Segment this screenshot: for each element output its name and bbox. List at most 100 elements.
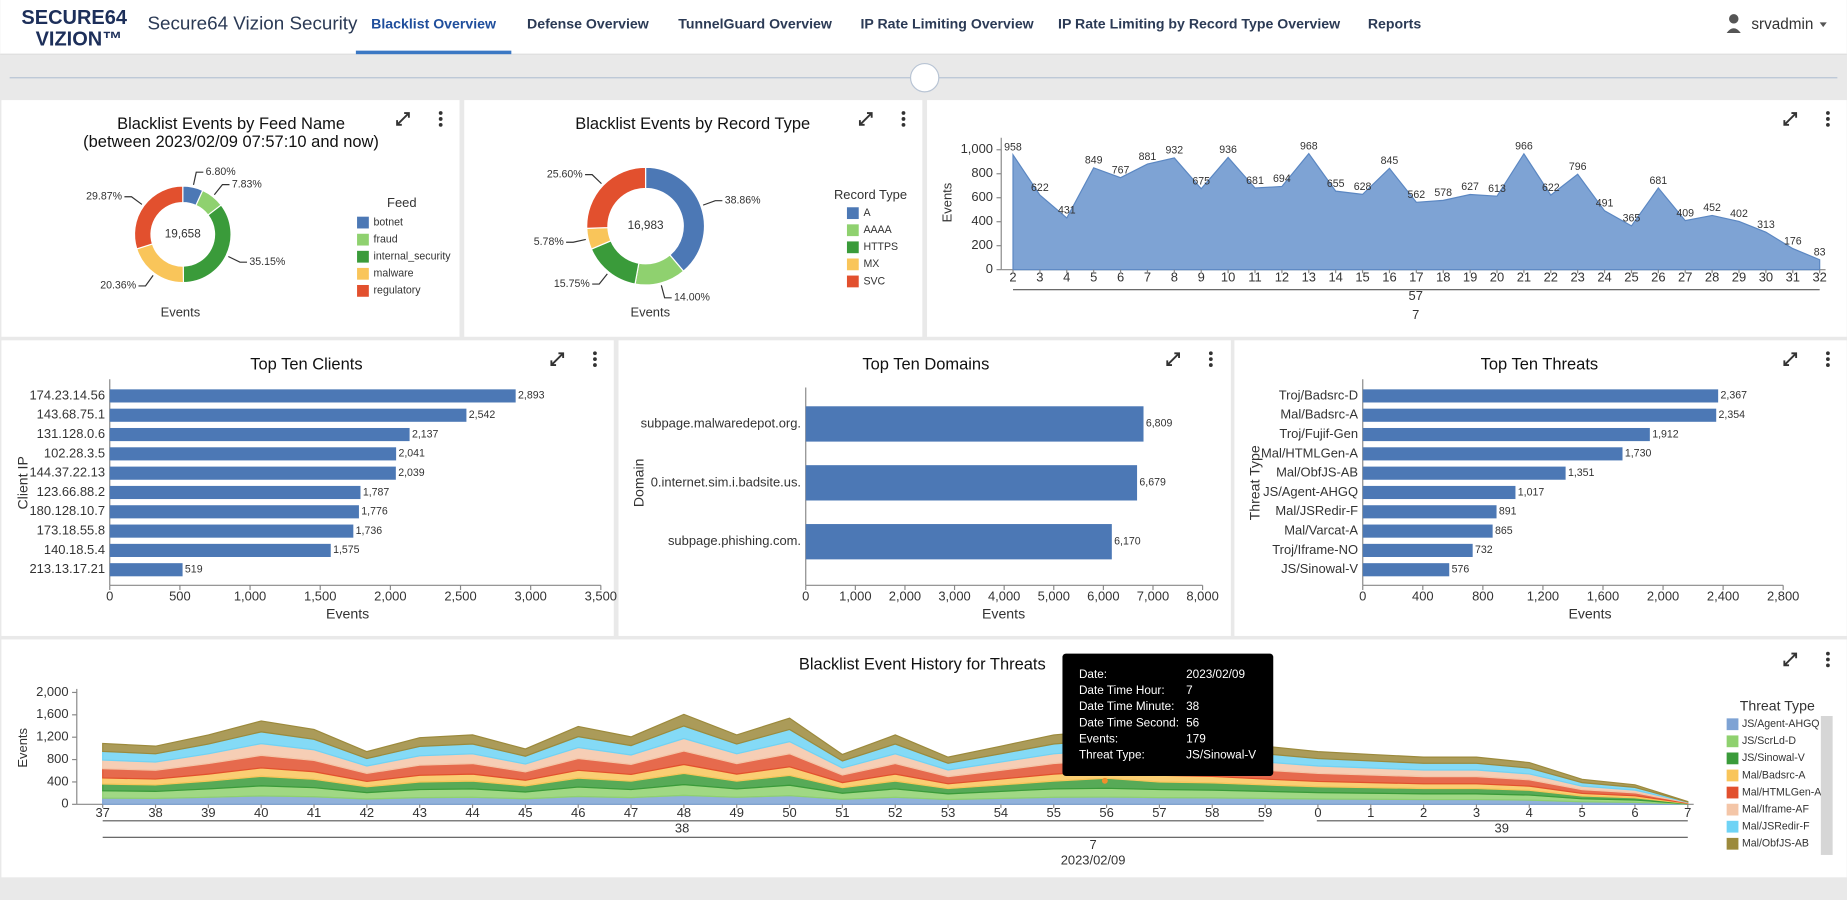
legend-swatch: [1726, 735, 1739, 748]
bar[interactable]: [805, 524, 1112, 560]
y-tick-label: Troj/Badsrc-D: [1279, 387, 1358, 402]
bar[interactable]: [1362, 408, 1717, 422]
bar[interactable]: [109, 447, 397, 461]
value-label: 968: [1300, 140, 1318, 152]
menu-dot[interactable]: [1826, 111, 1830, 115]
expand-button[interactable]: [1166, 352, 1180, 367]
bar[interactable]: [1362, 563, 1450, 577]
menu-dot[interactable]: [1826, 651, 1830, 656]
legend-title: Feed: [387, 195, 417, 210]
legend-label[interactable]: malware: [374, 268, 414, 280]
menu-dot[interactable]: [1208, 357, 1213, 362]
nav-tab[interactable]: Reports: [1368, 15, 1422, 31]
menu-dot[interactable]: [1826, 122, 1830, 127]
app-title: Secure64 Vizion Security: [147, 13, 358, 34]
menu-dot[interactable]: [1826, 657, 1830, 662]
legend-label[interactable]: botnet: [374, 216, 403, 228]
legend-label[interactable]: Mal/ObfJS-AB: [1742, 838, 1809, 850]
expand-button[interactable]: [1783, 352, 1798, 367]
nav-tab[interactable]: Defense Overview: [527, 15, 650, 31]
bar[interactable]: [805, 406, 1144, 442]
menu-dot[interactable]: [1826, 663, 1830, 668]
stacked-area[interactable]: [102, 713, 1689, 803]
scrollbar[interactable]: [1820, 716, 1833, 855]
legend-label[interactable]: Mal/HTMLGen-A: [1742, 786, 1822, 798]
expand-button[interactable]: [396, 112, 410, 126]
bar[interactable]: [109, 408, 467, 422]
menu-dot[interactable]: [901, 117, 906, 121]
legend-swatch: [846, 275, 859, 288]
legend-label[interactable]: MX: [863, 258, 879, 270]
bar[interactable]: [1362, 485, 1516, 500]
y-tick-label: Mal/JSRedir-F: [1275, 503, 1358, 518]
bar[interactable]: [109, 485, 361, 500]
legend-label[interactable]: regulatory: [374, 285, 422, 297]
logo: VIZION™: [36, 28, 123, 50]
menu-dot[interactable]: [593, 363, 597, 367]
bar[interactable]: [1362, 389, 1719, 403]
x-tick-label: 22: [1544, 269, 1558, 284]
center-label: 16,983: [628, 219, 664, 232]
bar[interactable]: [1362, 447, 1623, 461]
menu-dot[interactable]: [438, 111, 443, 115]
menu-dot[interactable]: [901, 122, 906, 127]
legend-label[interactable]: AAAA: [863, 224, 892, 236]
chart-title: Blacklist Events by Feed Name: [117, 115, 345, 133]
x-tick-label: 54: [994, 805, 1008, 820]
value-label: 1,912: [1652, 428, 1679, 440]
menu-dot[interactable]: [593, 351, 597, 356]
menu-dot[interactable]: [593, 357, 597, 362]
bar[interactable]: [1362, 543, 1473, 557]
legend-label[interactable]: A: [863, 207, 871, 219]
x-group-label: 38: [675, 820, 689, 835]
menu-dot[interactable]: [438, 122, 443, 127]
menu-dot[interactable]: [1826, 363, 1830, 367]
y-tick-label: subpage.phishing.com.: [668, 533, 801, 548]
menu-dot[interactable]: [1826, 117, 1830, 121]
menu-dot[interactable]: [1826, 351, 1830, 356]
nav-tab[interactable]: TunnelGuard Overview: [678, 15, 833, 31]
bar[interactable]: [1362, 524, 1493, 538]
expand-button[interactable]: [1783, 652, 1798, 667]
bar[interactable]: [109, 505, 359, 519]
menu-dot[interactable]: [1208, 363, 1213, 367]
nav-tab[interactable]: IP Rate Limiting by Record Type Overview: [1058, 15, 1341, 31]
legend-label[interactable]: JS/ScrLd-D: [1742, 735, 1796, 747]
bar[interactable]: [1362, 505, 1497, 519]
legend-label[interactable]: SVC: [863, 275, 885, 287]
legend-label[interactable]: JS/Agent-AHGQ: [1742, 718, 1820, 730]
bar[interactable]: [109, 427, 410, 442]
legend-label[interactable]: Mal/Iframe-AF: [1742, 803, 1810, 815]
bar[interactable]: [109, 563, 183, 577]
menu-dot[interactable]: [1208, 351, 1213, 356]
bar[interactable]: [109, 543, 331, 557]
legend-swatch: [1726, 786, 1739, 799]
nav-tab[interactable]: Blacklist Overview: [371, 15, 497, 31]
x-tick-label: 16: [1382, 269, 1396, 284]
slider-handle[interactable]: [909, 63, 940, 93]
value-label: 2,041: [398, 448, 425, 460]
expand-button[interactable]: [858, 112, 873, 126]
legend-label[interactable]: Mal/Badsrc-A: [1742, 769, 1806, 781]
legend-label[interactable]: fraud: [374, 233, 398, 245]
user-menu[interactable]: srvadmin: [1751, 16, 1813, 33]
legend-label[interactable]: JS/Sinowal-V: [1742, 752, 1806, 764]
nav-tab[interactable]: IP Rate Limiting Overview: [860, 15, 1034, 31]
expand-button[interactable]: [1783, 112, 1798, 126]
bar[interactable]: [109, 524, 354, 538]
menu-dot[interactable]: [1826, 357, 1830, 362]
legend-label[interactable]: HTTPS: [863, 241, 898, 253]
bar[interactable]: [1362, 427, 1650, 442]
legend-label[interactable]: Mal/JSRedir-F: [1742, 820, 1810, 832]
legend-label[interactable]: internal_security: [374, 251, 452, 263]
menu-dot[interactable]: [901, 111, 906, 115]
menu-dot[interactable]: [438, 117, 443, 121]
bar[interactable]: [109, 389, 516, 403]
bar[interactable]: [1362, 466, 1566, 480]
value-label: 2,354: [1719, 409, 1746, 421]
expand-button[interactable]: [550, 352, 565, 367]
bar[interactable]: [109, 466, 396, 480]
value-label: 2,039: [398, 467, 425, 479]
bar[interactable]: [805, 465, 1138, 501]
tooltip-value: JS/Sinowal-V: [1186, 749, 1256, 762]
